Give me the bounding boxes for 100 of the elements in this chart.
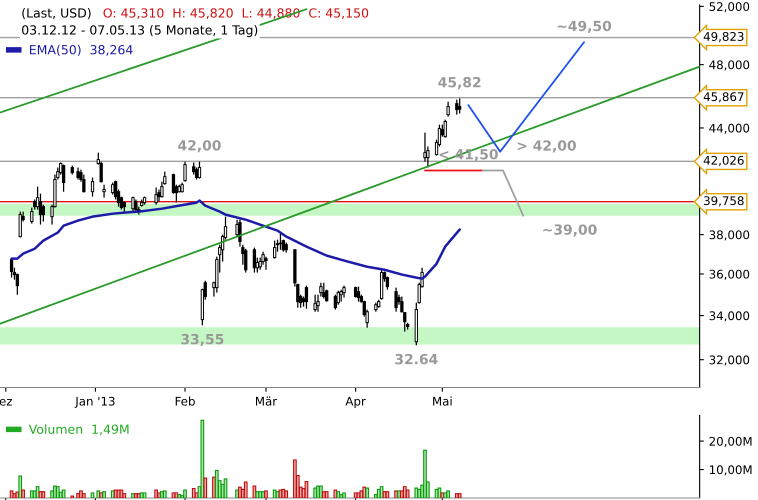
y-tick-label: 10,00M	[710, 465, 752, 476]
annotation: 33,55	[181, 334, 224, 346]
candlestick	[261, 251, 265, 266]
bar	[79, 490, 83, 498]
candlestick	[180, 182, 184, 194]
candlestick	[334, 294, 338, 310]
ref-line-label: 39,758	[704, 196, 744, 206]
bar	[342, 492, 346, 498]
x-tick-label: Jan '13	[74, 396, 115, 408]
candlestick	[313, 294, 317, 312]
bar	[203, 478, 208, 498]
bar	[304, 480, 308, 498]
ref-line-label: 49,823	[704, 32, 744, 42]
bar	[102, 491, 106, 498]
bar	[12, 493, 16, 498]
annotation: 45,82	[438, 76, 480, 90]
bar	[238, 486, 242, 498]
bar	[324, 491, 329, 498]
y-tick-label: 36,000	[710, 270, 750, 280]
bar	[454, 493, 459, 498]
bar	[438, 487, 442, 498]
candlestick	[455, 98, 458, 116]
candlestick	[444, 118, 447, 138]
candlestick	[82, 174, 86, 194]
bar	[365, 487, 370, 498]
bar	[56, 486, 60, 498]
bar	[131, 493, 135, 498]
y-tick-label: 20,00M	[710, 436, 752, 447]
candlestick	[62, 164, 66, 192]
candlestick	[284, 242, 288, 254]
candlestick	[374, 302, 378, 312]
bar	[264, 490, 268, 498]
bar	[177, 494, 182, 498]
candlestick	[76, 166, 80, 180]
candlestick	[319, 282, 323, 298]
candlestick	[194, 166, 198, 180]
candlestick	[111, 182, 114, 196]
bar	[142, 492, 146, 498]
candlestick	[273, 240, 276, 260]
bar	[183, 489, 187, 498]
candlestick	[102, 184, 106, 198]
candlestick	[446, 101, 450, 118]
bar	[458, 493, 462, 498]
candlestick	[342, 284, 346, 298]
ref-line-label: 45,867	[704, 92, 744, 102]
candlestick	[244, 248, 248, 274]
annotation: > 42,00	[518, 140, 576, 153]
bar	[62, 489, 66, 498]
bar	[122, 493, 126, 498]
x-tick-label: Mai	[433, 396, 452, 406]
candlestick	[198, 161, 202, 180]
bar	[244, 482, 248, 498]
bar	[21, 489, 25, 498]
candlestick	[192, 162, 196, 176]
x-tick-label: ez	[0, 398, 12, 406]
bar	[18, 476, 22, 498]
bar	[82, 493, 86, 498]
bar	[252, 485, 256, 498]
candlestick	[458, 98, 462, 114]
bar	[10, 490, 14, 498]
annotation: < 41,50	[440, 148, 498, 162]
candlestick	[394, 287, 398, 312]
bar	[446, 490, 450, 498]
annotation: ~39,00	[543, 224, 597, 237]
bar	[36, 486, 40, 498]
bar	[200, 420, 204, 498]
candlestick	[122, 200, 126, 214]
x-tick-label: Mär	[256, 396, 278, 406]
candlestick	[340, 289, 343, 302]
legend-label: EMA(50) 38,264	[30, 44, 133, 56]
candlestick	[264, 256, 268, 270]
bar	[224, 478, 228, 498]
bar	[90, 492, 94, 498]
y-tick-label: 48,000	[709, 60, 750, 70]
x-tick-label: Feb	[176, 396, 195, 406]
bar	[423, 450, 427, 498]
candlestick	[304, 284, 308, 310]
bar	[76, 493, 80, 498]
candlestick	[90, 176, 94, 198]
candlestick	[386, 276, 390, 290]
bar	[162, 490, 167, 498]
candlestick	[316, 294, 320, 312]
y-tick-label: 34,000	[710, 311, 750, 322]
text: Volumen 1,49M	[28, 424, 129, 436]
bar	[134, 493, 138, 498]
text: 03.12.12 - 07.05.13 (5 Monate, 1 Tag)	[22, 25, 258, 38]
bar	[136, 493, 141, 498]
candlestick	[183, 161, 187, 182]
y-tick-label: 38,000	[710, 230, 750, 240]
bar	[406, 489, 410, 498]
candlestick	[336, 290, 340, 306]
bar	[284, 490, 288, 498]
annotation: 42,00	[178, 140, 221, 152]
chart-title: (Last, USD)	[22, 8, 91, 20]
y-tick-label: 44,000	[709, 124, 750, 134]
x-tick-label: Apr	[345, 396, 366, 408]
bar	[336, 491, 340, 498]
candlestick	[154, 186, 158, 206]
candlestick	[134, 198, 138, 212]
bar	[319, 485, 323, 498]
